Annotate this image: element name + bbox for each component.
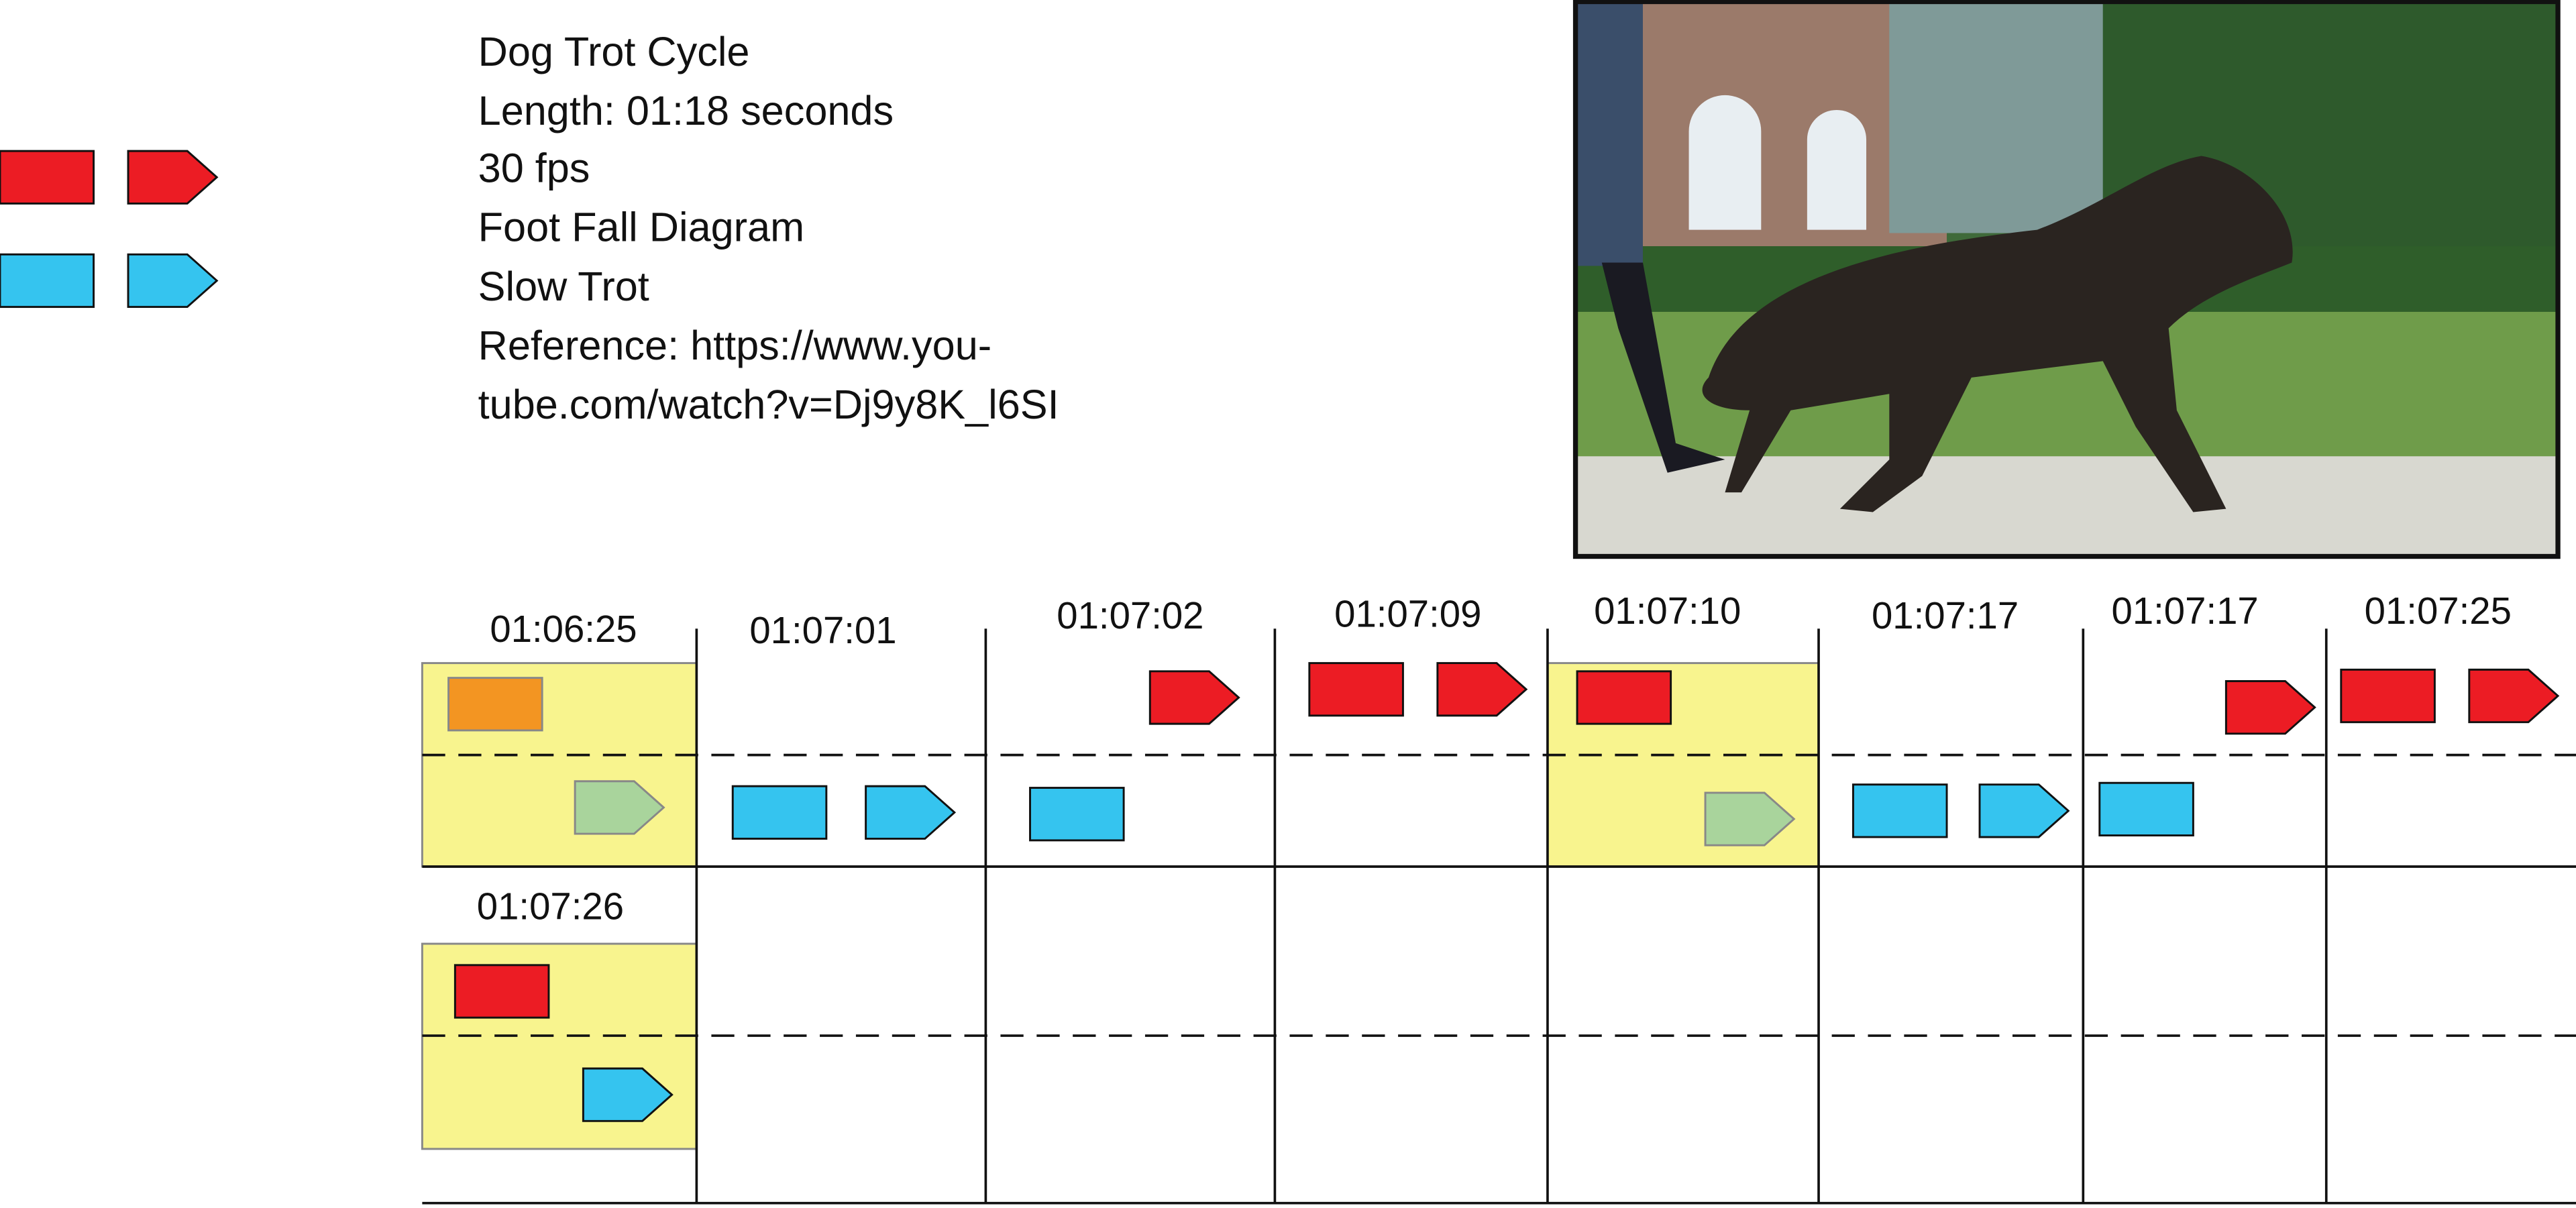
- foot-arrow: [582, 1067, 674, 1122]
- info-line: Foot Fall Diagram: [478, 205, 804, 250]
- info-line: Length: 01:18 seconds: [478, 88, 894, 133]
- frame-label: 01:07:10: [1594, 590, 1741, 632]
- foot-arrow: [574, 780, 665, 835]
- foot-arrow: [1704, 791, 1796, 846]
- info-line: 30 fps: [478, 146, 590, 191]
- foot-box: [0, 253, 95, 309]
- foot-box: [1576, 670, 1672, 725]
- foot-arrow: [2468, 668, 2560, 724]
- reference-photo: [1572, 0, 2561, 559]
- frame-label: 01:07:01: [749, 609, 896, 651]
- foot-arrow: [1978, 783, 2070, 838]
- foot-box: [1851, 783, 1948, 838]
- foot-box: [2340, 668, 2436, 724]
- foot-arrow: [127, 150, 219, 205]
- foot-box: [447, 677, 543, 732]
- foot-box: [453, 964, 550, 1019]
- foot-box: [1308, 662, 1404, 717]
- foot-arrow: [2224, 680, 2316, 735]
- info-line: Slow Trot: [478, 264, 649, 309]
- frame-label: 01:07:17: [1872, 594, 2019, 637]
- info-line: tube.com/watch?v=Dj9y8K_l6SI: [478, 382, 1059, 427]
- foot-arrow: [1148, 670, 1240, 725]
- foot-arrow: [865, 785, 957, 840]
- info-line: Reference: https://www.you-: [478, 323, 991, 368]
- foot-arrow: [127, 253, 219, 309]
- foot-arrow: [1436, 662, 1528, 717]
- foot-box: [2098, 781, 2194, 836]
- frame-label: 01:07:17: [2112, 590, 2259, 632]
- foot-box: [0, 150, 95, 205]
- frame-label: 01:07:26: [477, 885, 624, 927]
- foot-box: [1029, 787, 1125, 842]
- frame-label: 01:07:02: [1057, 594, 1203, 637]
- frame-label: 01:07:09: [1334, 593, 1481, 635]
- foot-box: [731, 785, 828, 840]
- frame-label: 01:06:25: [490, 608, 637, 650]
- frame-label: 01:07:25: [2365, 590, 2512, 632]
- info-line: Dog Trot Cycle: [478, 29, 750, 74]
